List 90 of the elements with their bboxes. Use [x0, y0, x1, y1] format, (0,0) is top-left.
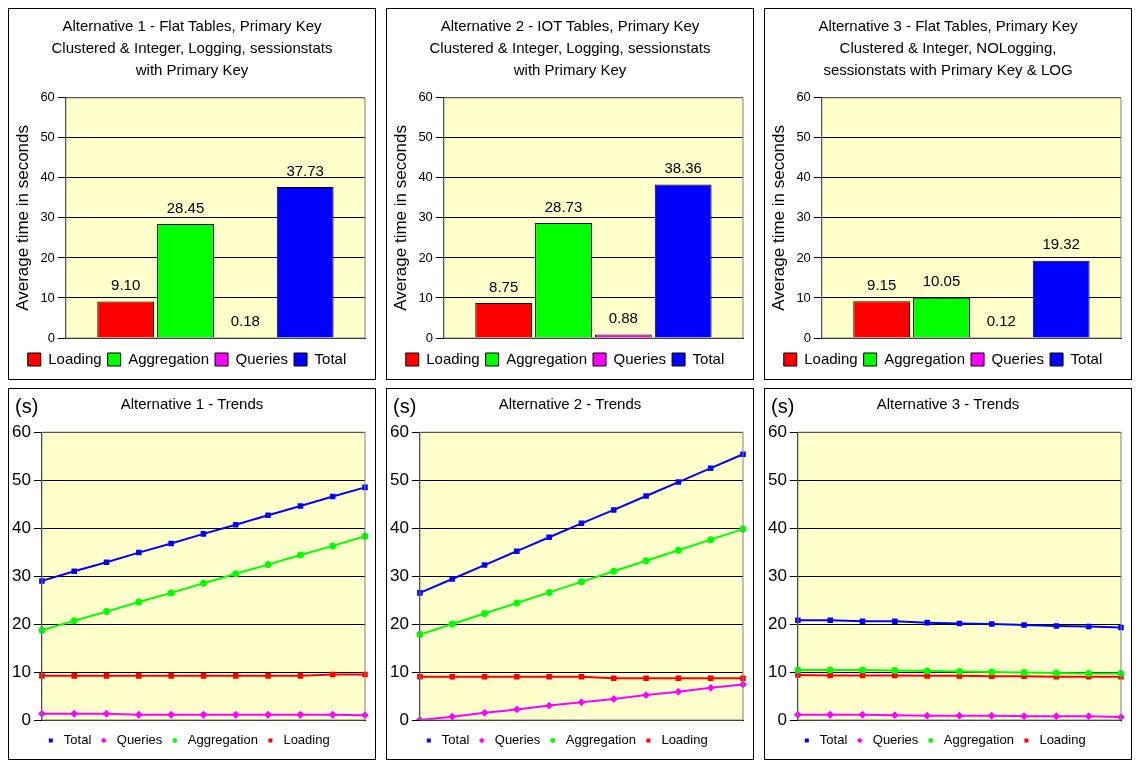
legend-label: Total: [63, 732, 92, 748]
data-label: 28.45: [166, 198, 205, 216]
legend-label: Queries: [235, 349, 289, 367]
chart-title: Alternative 2 - IOT Tables, Primary Key Clustered & Integer, Logging, sessionstats with Primary Key: [428, 16, 712, 80]
y-tick-label: 50: [418, 129, 433, 145]
y-tick-label: 50: [11, 469, 31, 489]
y-tick-label: 10: [40, 289, 55, 305]
legend-label: Queries: [494, 732, 541, 748]
legend-label: Aggregation: [565, 732, 636, 748]
y-tick-label: 60: [11, 421, 31, 441]
y-tick-label: 0: [803, 329, 811, 345]
y-tick-label: 60: [40, 89, 55, 105]
y-tick-label: 30: [40, 209, 55, 225]
y-tick-label: 20: [767, 613, 787, 633]
legend-label: Aggregation: [506, 349, 588, 367]
data-label: 0.12: [986, 312, 1016, 330]
y-tick-label: 50: [389, 469, 409, 489]
legend-label: Queries: [613, 349, 667, 367]
y-tick-label: 60: [418, 89, 433, 105]
data-label: 9.10: [111, 276, 141, 294]
legend-label: Aggregation: [884, 349, 966, 367]
legend-label: Total: [692, 349, 725, 367]
chart-title: Alternative 1 - Flat Tables, Primary Key Clustered & Integer, Logging, sessionstats with Primary Key: [50, 16, 334, 80]
legend-label: Aggregation: [187, 732, 258, 748]
y-tick-label: 30: [767, 565, 787, 585]
y-tick-label: 10: [418, 289, 433, 305]
y-tick-label: 0: [21, 709, 31, 729]
data-label: 37.73: [286, 161, 324, 179]
y-axis-title: (s): [393, 395, 417, 418]
legend-label: Loading: [48, 349, 102, 367]
legend-label: Total: [1070, 349, 1103, 367]
y-tick-label: 40: [11, 517, 31, 537]
data-label: 8.75: [489, 277, 519, 295]
y-tick-label: 0: [399, 709, 409, 729]
y-tick-label: 20: [40, 249, 55, 265]
y-tick-label: 40: [418, 169, 433, 185]
data-label: 9.15: [867, 276, 897, 294]
y-tick-label: 30: [389, 565, 409, 585]
y-tick-label: 30: [11, 565, 31, 585]
chart-title: Alternative 3 - Trends: [876, 395, 1020, 412]
legend-label: Loading: [1039, 732, 1086, 748]
y-tick-label: 10: [796, 289, 811, 305]
y-tick-label: 40: [389, 517, 409, 537]
y-axis-title: Average time in seconds: [12, 124, 32, 311]
legend-label: Queries: [116, 732, 163, 748]
chart-title: Alternative 3 - Flat Tables, Primary Key Clustered & Integer, NOLogging, sessionstats with Primary Key & LOG: [817, 16, 1079, 80]
y-tick-label: 20: [796, 249, 811, 265]
legend-label: Loading: [426, 349, 480, 367]
y-tick-label: 10: [767, 661, 787, 681]
y-tick-label: 10: [389, 661, 409, 681]
y-tick-label: 40: [767, 517, 787, 537]
data-label: 10.05: [922, 272, 961, 290]
legend-label: Loading: [661, 732, 708, 748]
y-tick-label: 40: [796, 169, 811, 185]
y-tick-label: 30: [418, 209, 433, 225]
legend-label: Loading: [804, 349, 858, 367]
y-tick-label: 20: [418, 249, 433, 265]
chart-title: Alternative 2 - Trends: [498, 395, 642, 412]
y-tick-label: 40: [40, 169, 55, 185]
data-label: 19.32: [1042, 235, 1080, 253]
y-axis-title: (s): [771, 395, 795, 418]
y-tick-label: 0: [777, 709, 787, 729]
data-label: 0.88: [608, 309, 638, 327]
y-axis-title: Average time in seconds: [390, 124, 410, 311]
y-tick-label: 0: [47, 329, 55, 345]
legend-label: Aggregation: [128, 349, 210, 367]
legend-label: Queries: [872, 732, 919, 748]
y-tick-label: 60: [389, 421, 409, 441]
y-tick-label: 20: [11, 613, 31, 633]
legend-label: Total: [441, 732, 470, 748]
legend-label: Total: [314, 349, 347, 367]
data-label: 38.36: [664, 159, 702, 177]
y-tick-label: 30: [796, 209, 811, 225]
y-axis-title: (s): [15, 395, 39, 418]
y-tick-label: 60: [767, 421, 787, 441]
y-tick-label: 20: [389, 613, 409, 633]
y-tick-label: 60: [796, 89, 811, 105]
legend-label: Total: [819, 732, 848, 748]
y-tick-label: 50: [796, 129, 811, 145]
chart-title: Alternative 1 - Trends: [120, 395, 264, 412]
data-label: 28.73: [544, 197, 583, 215]
data-label: 0.18: [230, 311, 260, 329]
y-tick-label: 10: [11, 661, 31, 681]
legend-label: Queries: [991, 349, 1045, 367]
y-tick-label: 0: [425, 329, 433, 345]
y-axis-title: Average time in seconds: [768, 124, 788, 311]
legend-label: Aggregation: [943, 732, 1014, 748]
y-tick-label: 50: [767, 469, 787, 489]
legend-label: Loading: [283, 732, 330, 748]
y-tick-label: 50: [40, 129, 55, 145]
